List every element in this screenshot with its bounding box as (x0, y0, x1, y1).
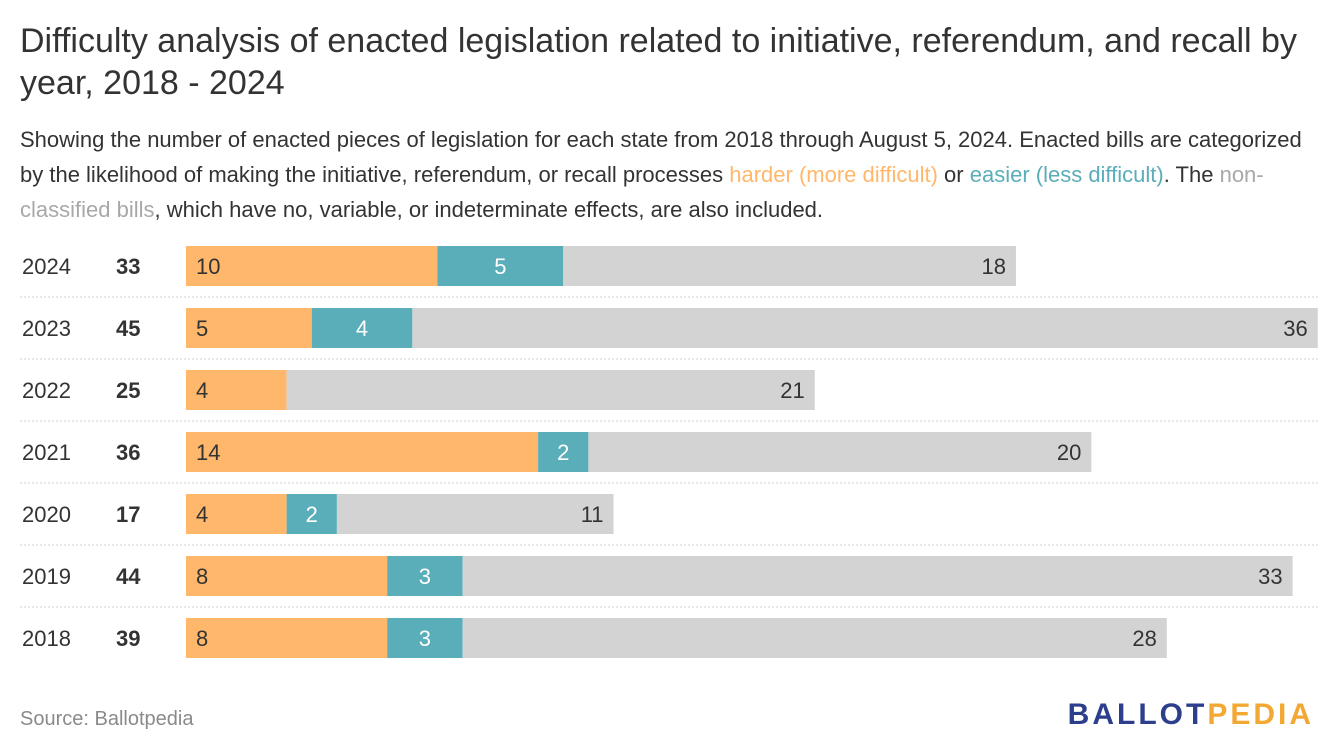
data-label-nonclassified: 36 (1283, 316, 1307, 341)
year-label: 2023 (22, 316, 71, 341)
total-label: 17 (116, 502, 140, 527)
year-label: 2024 (22, 254, 71, 279)
chart-subtitle: Showing the number of enacted pieces of … (20, 122, 1320, 227)
legend-easier: easier (less difficult) (969, 162, 1164, 187)
year-label: 2022 (22, 378, 71, 403)
bar-segment-easier (387, 556, 463, 596)
data-label-harder: 8 (196, 626, 208, 651)
source-note: Source: Ballotpedia (20, 708, 194, 730)
data-label-easier: 3 (419, 564, 431, 589)
chart-title: Difficulty analysis of enacted legislati… (20, 22, 1297, 102)
subtitle-text-1: Showing the number of enacted pieces of … (20, 127, 1302, 187)
subtitle-text-3: . The (1163, 162, 1220, 187)
total-label: 33 (116, 254, 140, 279)
total-label: 44 (116, 564, 141, 589)
bar-segment-nonclassified (336, 494, 614, 534)
bar-segment-easier (387, 618, 463, 658)
data-label-harder: 14 (196, 440, 220, 465)
bar-segment-harder (186, 308, 312, 348)
data-label-easier: 2 (557, 440, 569, 465)
logo-part-pedia: PEDIA (1207, 698, 1314, 731)
year-label: 2018 (22, 626, 71, 651)
bar-segment-easier (437, 246, 564, 286)
bar-segment-harder (186, 370, 287, 410)
bar-segment-nonclassified (462, 618, 1167, 658)
data-label-harder: 5 (196, 316, 208, 341)
total-label: 39 (116, 626, 140, 651)
data-label-harder: 4 (196, 378, 208, 403)
bar-segment-nonclassified (462, 556, 1293, 596)
data-label-easier: 4 (356, 316, 368, 341)
bar-segment-easier (286, 494, 337, 534)
bar-segment-harder (186, 432, 539, 472)
bar-segment-easier (538, 432, 589, 472)
bar-segment-nonclassified (588, 432, 1092, 472)
data-label-easier: 2 (306, 502, 318, 527)
bar-segment-harder (186, 556, 388, 596)
bar-segment-harder (186, 246, 438, 286)
data-label-nonclassified: 33 (1258, 564, 1282, 589)
total-label: 36 (116, 440, 140, 465)
bar-segment-harder (186, 618, 388, 658)
year-label: 2020 (22, 502, 71, 527)
bar-segment-nonclassified (412, 308, 1318, 348)
year-label: 2019 (22, 564, 71, 589)
data-label-nonclassified: 28 (1132, 626, 1156, 651)
data-label-nonclassified: 20 (1057, 440, 1081, 465)
data-label-nonclassified: 21 (780, 378, 804, 403)
data-label-harder: 4 (196, 502, 208, 527)
data-label-harder: 10 (196, 254, 220, 279)
ballotpedia-logo: BALLOTPEDIA (1068, 698, 1314, 732)
bar-segment-harder (186, 494, 287, 534)
total-label: 45 (116, 316, 140, 341)
data-label-nonclassified: 18 (981, 254, 1005, 279)
logo-part-ballot: BALLOT (1067, 698, 1208, 731)
bar-segment-nonclassified (563, 246, 1016, 286)
data-label-nonclassified: 11 (581, 502, 604, 527)
data-label-easier: 3 (419, 626, 431, 651)
bar-segment-nonclassified (286, 370, 815, 410)
data-label-easier: 5 (494, 254, 506, 279)
year-label: 2021 (22, 440, 71, 465)
legend-nonclassified: non-classified bills (20, 162, 1264, 222)
bar-segment-easier (311, 308, 413, 348)
total-label: 25 (116, 378, 140, 403)
subtitle-text-4: , which have no, variable, or indetermin… (154, 197, 824, 222)
legend-harder: harder (more difficult) (729, 162, 938, 187)
data-label-harder: 8 (196, 564, 208, 589)
subtitle-text-2: or (937, 162, 970, 187)
